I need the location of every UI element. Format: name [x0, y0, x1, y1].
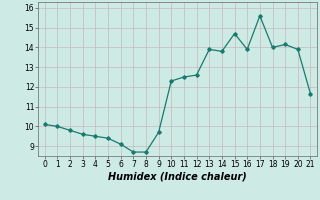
- X-axis label: Humidex (Indice chaleur): Humidex (Indice chaleur): [108, 172, 247, 182]
